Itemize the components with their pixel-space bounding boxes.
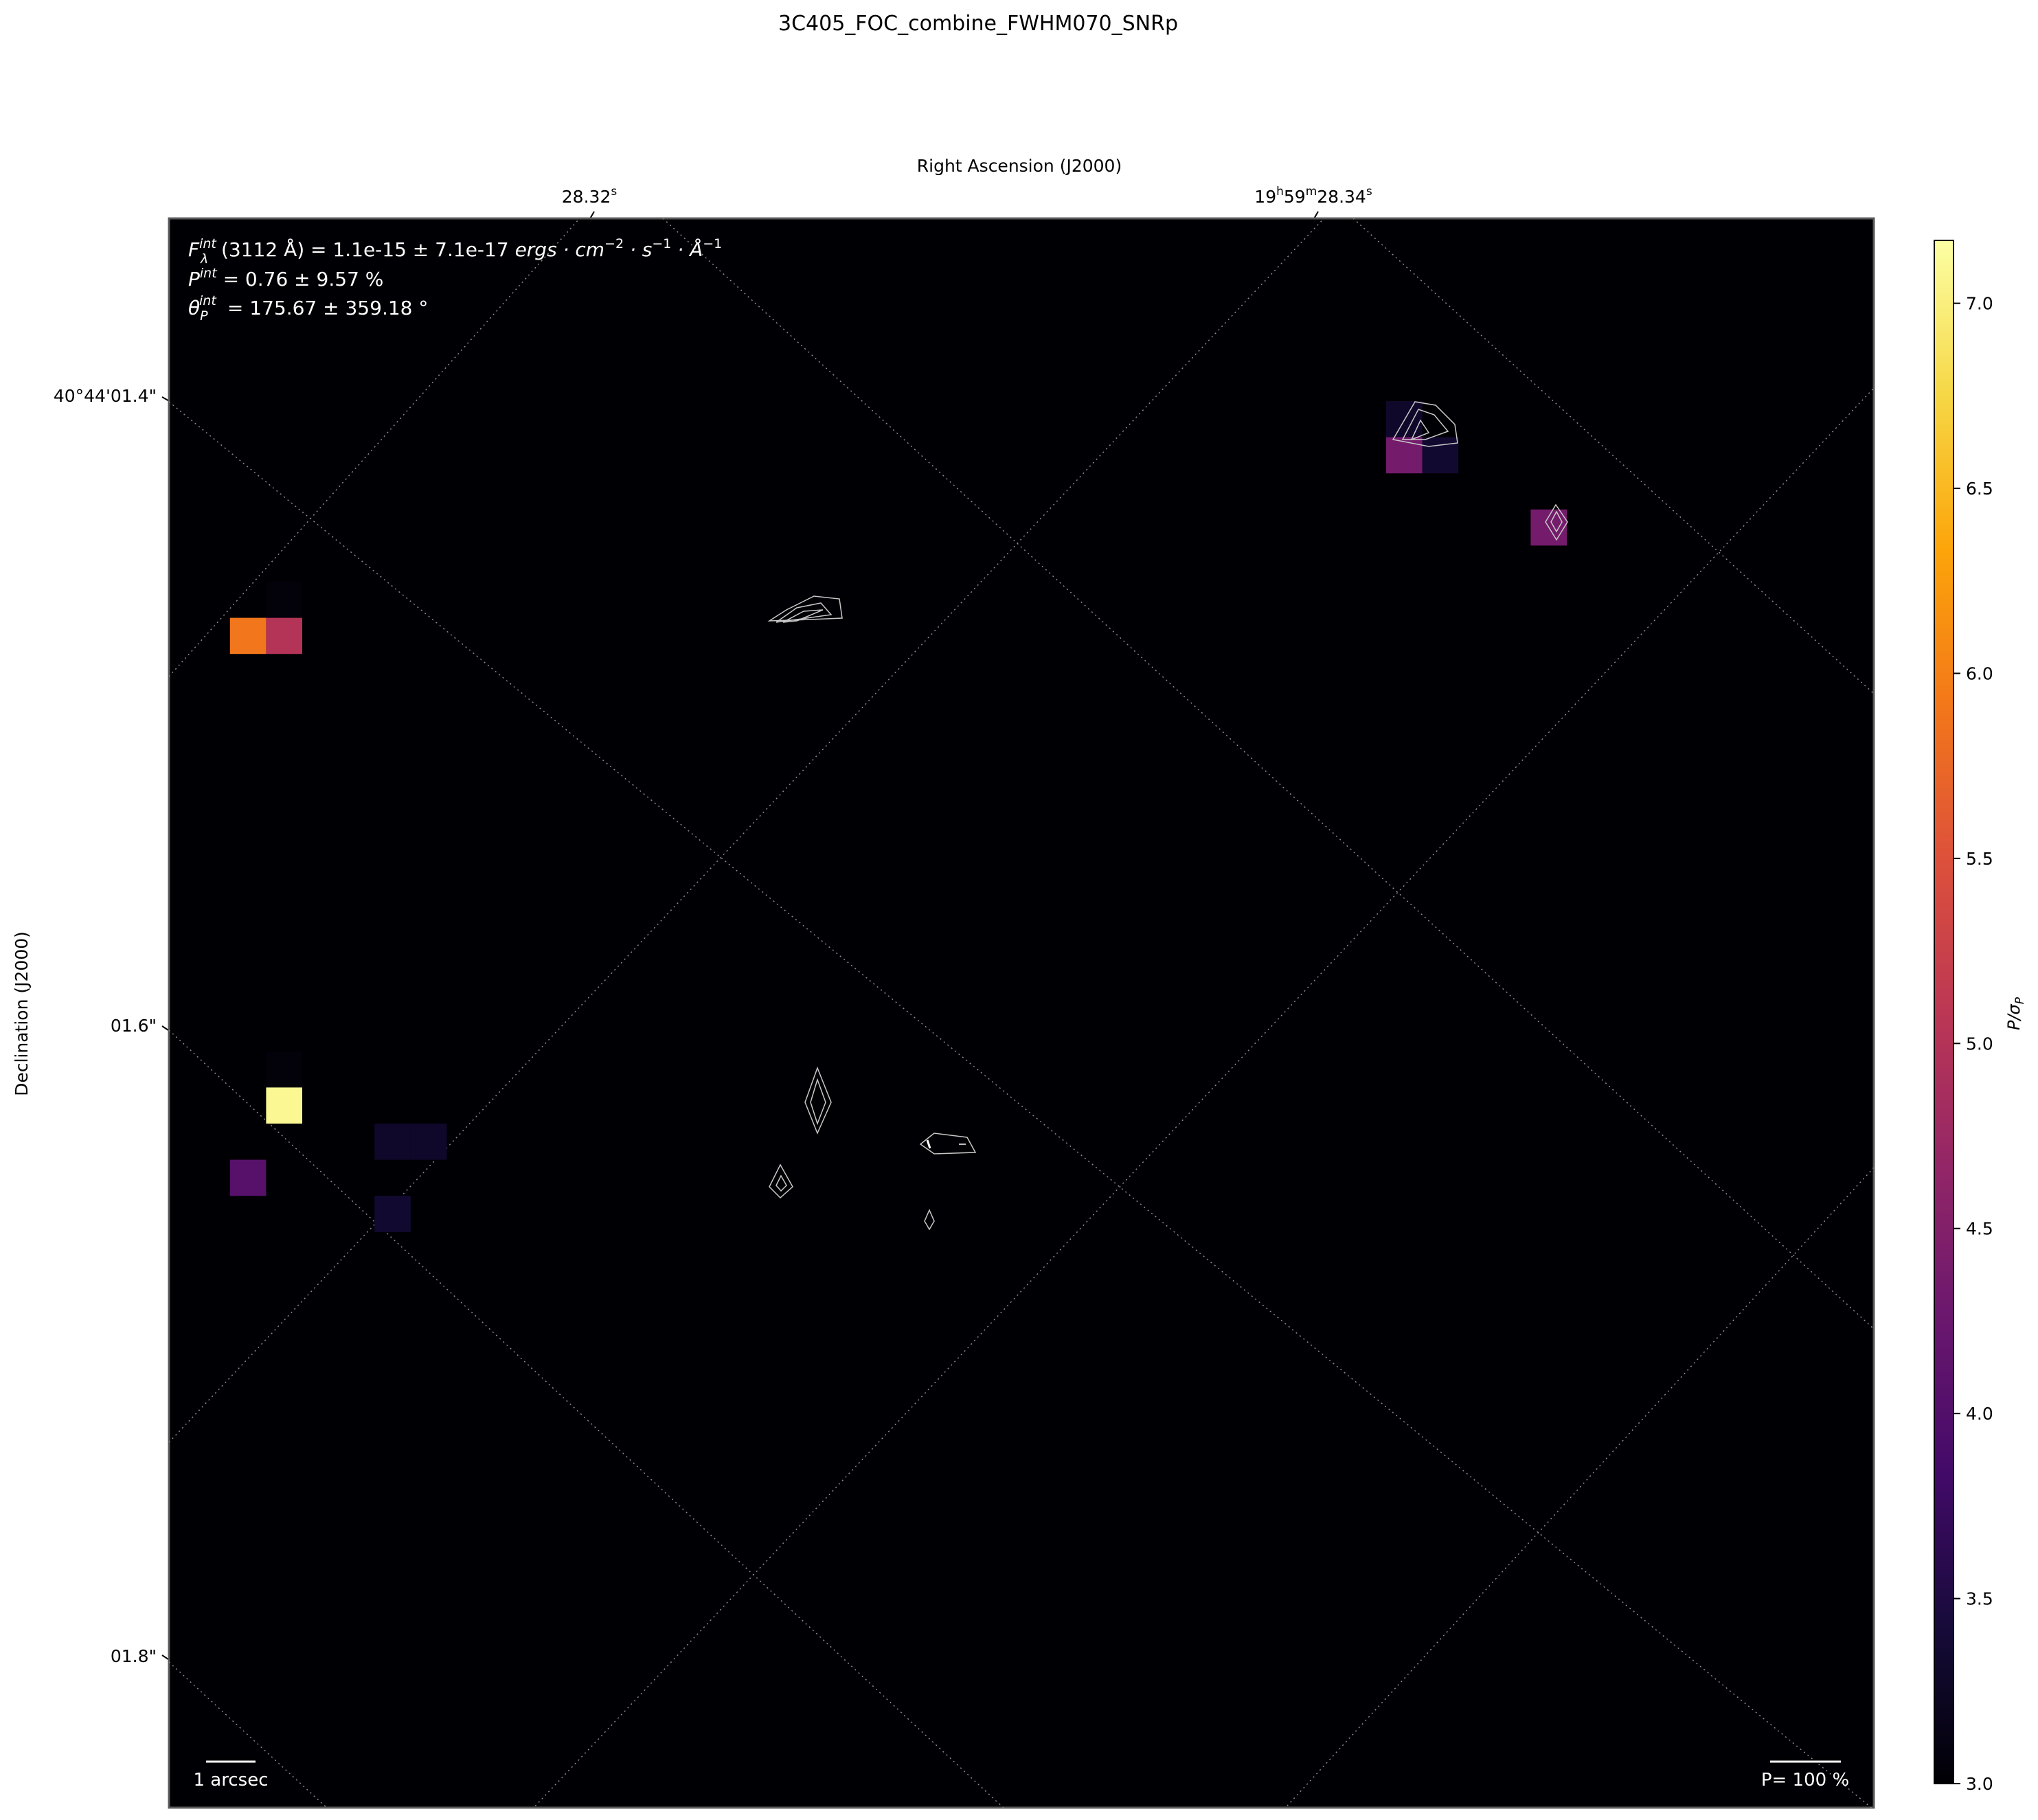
dec-grid-line-01-6 (169, 1030, 1004, 1808)
snr-cell-2 (1422, 437, 1459, 474)
snr-cell-7 (266, 1051, 302, 1088)
flux-unit-exp-1: −2 (604, 236, 624, 251)
x-tick-28-32s-unit: s (611, 185, 617, 198)
ra-grid-line-28-38s (1284, 1167, 1874, 1808)
snr-cell-8 (266, 1087, 302, 1124)
contour-east-knot (1545, 503, 1568, 541)
y-tick-label-01-6: 01.6" (111, 1016, 157, 1036)
flux-unit-exp-2: −1 (652, 236, 671, 251)
colorbar-tick-label-6: 6.0 (1966, 663, 1993, 683)
contour-east-knot-inner (1550, 510, 1563, 533)
colorbar-label-base: P/σ (2004, 1003, 2024, 1030)
contour-north-east (1392, 401, 1458, 447)
flux-subscript: λ (200, 251, 208, 266)
colorbar-tick-label-0: 3.0 (1966, 1774, 1993, 1794)
polarization-superscript: int (200, 266, 218, 281)
angle-superscript: int (199, 293, 217, 308)
x-tick-minutes: 59 (1284, 187, 1306, 207)
contour-nucleus (804, 1066, 832, 1135)
colorbar-tick-label-4: 5.0 (1966, 1034, 1993, 1054)
flux-symbol: F (188, 238, 200, 261)
colorbar-tick-label-8: 7.0 (1966, 294, 1993, 314)
polarization-value: = 0.76 ± 9.57 % (217, 268, 384, 291)
polarization-annotation: Pint = 0.76 ± 9.57 % (188, 266, 383, 291)
vector-scale-label: P= 100 % (1761, 1770, 1849, 1790)
plot-area: Fint λ (3112 Å) = 1.1e-15 ± 7.1e-17 ergs ·… (168, 217, 1875, 1809)
x-tick-label-19h59m28-34s: 19h59m28.34s (1254, 185, 1372, 207)
x-tick-28-32s-value: 28.32 (562, 187, 611, 207)
flux-unit-s: · s (624, 238, 652, 261)
contour-north-west-core (782, 609, 824, 623)
polarization-symbol: P (188, 268, 200, 291)
x-tick-label-28-32s: 28.32s (562, 185, 618, 207)
snr-cell-11 (229, 1159, 267, 1196)
dec-grid-line-01-4 (169, 401, 1872, 1808)
colorbar-gradient (1934, 240, 1954, 1784)
y-tick-label-01-4: 40°44'01.4" (54, 386, 157, 406)
chart-title: 3C405_FOC_combine_FWHM070_SNRp (778, 12, 1178, 36)
contour-north-west (767, 595, 843, 622)
colorbar-tick-label-2: 4.0 (1966, 1404, 1993, 1424)
flux-unit-angstrom: · Å (671, 238, 703, 261)
flux-superscript: int (199, 236, 217, 251)
snr-cell-5 (229, 617, 267, 655)
polarization-vectors (926, 1139, 966, 1149)
colorbar-ticks: 3.0 3.5 4.0 4.5 5.0 5.5 6.0 6.5 7.0 (1954, 294, 1993, 1794)
snr-cell-10 (410, 1124, 447, 1160)
x-tick-hours: 19 (1254, 187, 1276, 207)
angle-value: = 175.67 ± 359.18 ° (221, 297, 428, 319)
dec-grid-line-01-8 (169, 1661, 328, 1808)
flux-unit-base: ergs · cm (515, 238, 604, 261)
contour-north-west-inner (775, 602, 833, 623)
angle-annotation: θPint = 175.67 ± 359.18 ° (188, 293, 428, 323)
snr-cell-1 (1386, 437, 1423, 474)
contour-nucleus-inner (810, 1078, 826, 1126)
colorbar-tick-label-7: 6.5 (1966, 479, 1993, 499)
colorbar-label: P/σP (2004, 997, 2027, 1030)
y-axis-label: Declination (J2000) (12, 931, 32, 1096)
ra-grid-line-28-36s (532, 387, 1874, 1808)
angle-subscript: P (200, 308, 208, 323)
snr-cell-0 (1386, 401, 1423, 437)
pol-vector-jet (926, 1139, 931, 1149)
contour-north-east-inner (1401, 409, 1449, 440)
colorbar-label-sub: P (2013, 997, 2027, 1004)
snr-cell-9 (374, 1124, 411, 1160)
snr-cell-4 (266, 582, 302, 618)
contour-south-knot (924, 1209, 935, 1231)
scalebar-label: 1 arcsec (194, 1770, 269, 1790)
x-tick-seconds: 28.34 (1317, 187, 1366, 207)
x-tick-seconds-unit: s (1366, 185, 1372, 198)
flux-annotation: Fint λ (3112 Å) = 1.1e-15 ± 7.1e-17 ergs ·… (188, 236, 722, 323)
intensity-contours (767, 401, 1568, 1231)
contour-south-west-knot (769, 1163, 793, 1199)
y-tick-label-01-8: 01.8" (111, 1646, 157, 1666)
colorbar: 3.0 3.5 4.0 4.5 5.0 5.5 6.0 6.5 7.0 P/σP (1934, 240, 2027, 1794)
flux-annotation-text: Fint λ (3112 Å) = 1.1e-15 ± 7.1e-17 ergs ·… (188, 236, 722, 266)
dec-grid-line-01-0 (1352, 218, 1874, 694)
contour-south-west-knot-inner (775, 1174, 787, 1192)
flux-unit-exp-3: −1 (703, 236, 722, 251)
snr-cell-12 (374, 1196, 411, 1232)
contour-north-east-core (1410, 419, 1430, 441)
coordinate-grid (169, 218, 1874, 1808)
colorbar-tick-label-1: 3.5 (1966, 1589, 1993, 1609)
x-tick-hours-unit: h (1276, 185, 1284, 198)
flux-value: (3112 Å) = 1.1e-15 ± 7.1e-17 (221, 238, 515, 261)
contour-jet (919, 1133, 977, 1154)
x-tick-minutes-unit: m (1306, 185, 1317, 198)
colorbar-tick-label-3: 4.5 (1966, 1219, 1993, 1239)
snr-cell-6 (266, 617, 302, 655)
x-axis-label: Right Ascension (J2000) (917, 156, 1122, 176)
snr-cells (229, 401, 1567, 1232)
colorbar-tick-label-5: 5.5 (1966, 849, 1993, 869)
angle-symbol: θ (188, 297, 200, 319)
plot-background (168, 217, 1875, 1809)
